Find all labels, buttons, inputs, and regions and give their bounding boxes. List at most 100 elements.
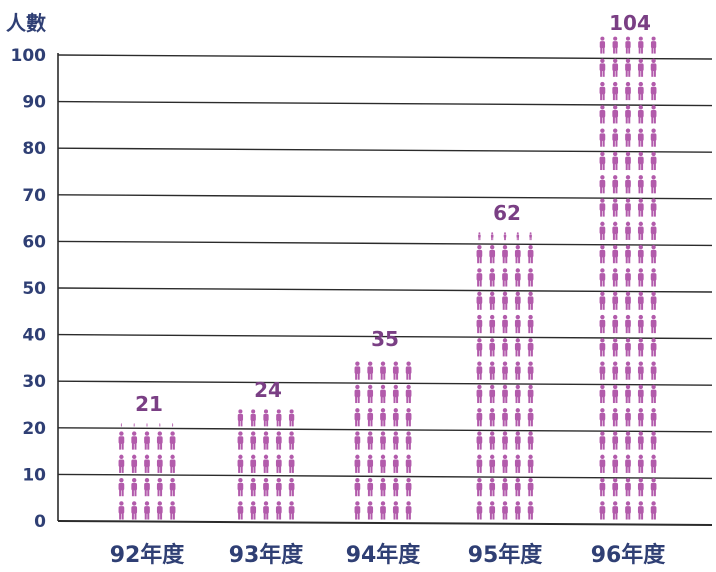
person-icon [625,361,631,380]
labels: 0 10 20 30 40 50 60 70 80 90 100 人數 21 92年度 24 93年度 35 94… [6,11,666,568]
person-icon [502,408,508,427]
person-icon [612,244,619,264]
y-tick-label: 50 [22,279,46,299]
person-icon [354,501,361,520]
person-icon [514,431,521,450]
person-icon [625,244,631,264]
person-icon [612,175,619,194]
y-tick-label: 20 [22,419,46,439]
person-icon [354,454,361,473]
person-icon [650,105,657,124]
person-icon [159,423,161,427]
person-icon [637,408,644,427]
person-icon [599,268,606,287]
person-icon [392,431,399,450]
person-icon [169,454,176,473]
gridline [57,54,713,60]
data-label: 104 [609,11,651,35]
person-icon [650,81,657,101]
person-icon [476,338,483,357]
person-icon [637,291,644,310]
person-icon [637,244,644,264]
y-tick-label: 90 [22,93,46,113]
person-icon [172,423,174,427]
person-icon [131,454,138,473]
person-icon [625,105,631,124]
person-icon [625,81,631,101]
person-icon [650,268,657,287]
person-icon [405,501,412,520]
person-icon [612,408,619,427]
person-icon [637,384,644,404]
person-icon [625,291,631,310]
person-icon [625,477,631,497]
person-icon [502,244,508,264]
data-label: 24 [254,378,282,402]
gridline [57,240,713,247]
person-icon [275,431,282,450]
person-icon [502,477,508,497]
person-icon [612,291,619,310]
person-icon [599,361,606,380]
person-icon [405,477,412,497]
data-label: 62 [493,201,521,225]
gridline [57,194,713,200]
person-icon [527,361,534,380]
person-icon [637,105,644,124]
person-icon [637,81,644,101]
person-icon [489,408,496,427]
person-icon [263,477,269,497]
person-icon [612,128,619,147]
person-icon [392,501,399,520]
person-icon [156,501,163,520]
person-icon [476,477,483,497]
person-icon [612,477,619,497]
person-icon [489,314,496,334]
y-tick-label: 60 [22,232,46,252]
person-icon [516,232,520,241]
person-icon [650,314,657,334]
person-icon [599,454,606,473]
person-icon [476,384,483,404]
person-icon [514,314,521,334]
person-icon [612,105,619,124]
person-icon [354,384,361,404]
person-icon [514,361,521,380]
person-icon [599,175,606,194]
person-icon [478,232,481,241]
person-icon [527,408,534,427]
person-icon [367,454,374,473]
person-icon [637,338,644,357]
person-icon [527,454,534,473]
person-icon [489,431,496,450]
person-icon [650,221,657,240]
person-icon [144,454,150,473]
person-icon [380,361,386,380]
person-icon [599,477,606,497]
person-icon [625,36,631,54]
person-icon [625,58,631,77]
person-icon [637,501,644,520]
person-icon [489,244,496,264]
person-icon [637,151,644,171]
person-icon [514,384,521,404]
person-icon [637,361,644,380]
person-icon [637,431,644,450]
person-icon [625,338,631,357]
person-icon [169,477,176,497]
person-icon [625,221,631,240]
person-icon [367,477,374,497]
person-icon [637,221,644,240]
person-icon [514,244,521,264]
person-icon [514,268,521,287]
person-icon [288,477,295,497]
person-icon [118,431,125,450]
person-icon [527,291,534,310]
person-icon [612,338,619,357]
person-icon [263,409,269,427]
person-icon [638,36,644,54]
person-icon [380,454,386,473]
y-tick-label: 80 [22,139,46,159]
person-icon [476,244,483,264]
person-icon [527,501,534,520]
